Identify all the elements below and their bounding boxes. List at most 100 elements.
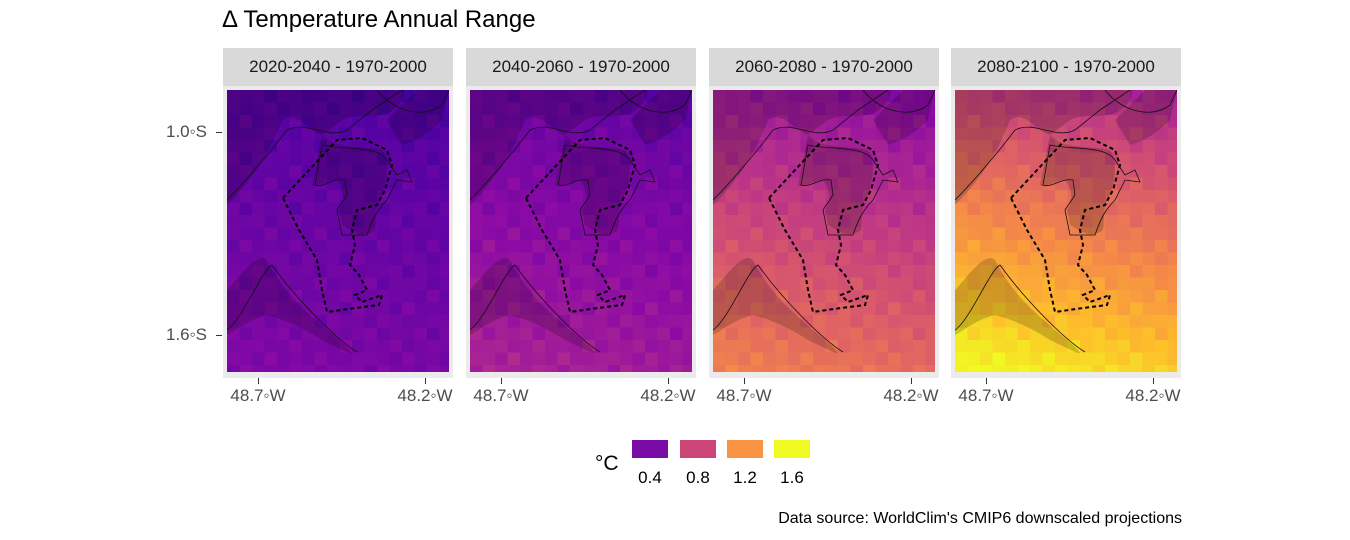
- raster-cell: [838, 90, 851, 103]
- raster-cell: [252, 340, 265, 353]
- raster-cell: [925, 190, 935, 203]
- raster-cell: [482, 365, 496, 372]
- raster-cell: [377, 165, 390, 178]
- raster-cell: [607, 277, 621, 291]
- raster-cell: [825, 102, 839, 116]
- raster-cell: [339, 90, 353, 103]
- raster-cell: [657, 202, 671, 216]
- raster-cell: [725, 240, 739, 253]
- raster-cell: [1117, 352, 1131, 366]
- raster-cell: [414, 265, 428, 278]
- raster-cell: [913, 177, 926, 191]
- raster-cell: [520, 265, 533, 278]
- raster-cell: [1055, 152, 1068, 166]
- raster-cell: [1167, 290, 1177, 303]
- raster-cell: [439, 302, 449, 316]
- raster-cell: [900, 140, 914, 153]
- raster-cell: [863, 365, 876, 372]
- raster-cell: [1030, 290, 1043, 303]
- raster-cell: [813, 315, 826, 328]
- raster-cell: [607, 152, 621, 166]
- raster-cell: [389, 90, 403, 103]
- raster-cell: [955, 115, 968, 128]
- raster-cell: [570, 340, 583, 353]
- raster-cell: [992, 315, 1006, 328]
- raster-cell: [252, 140, 265, 153]
- raster-cell: [925, 240, 935, 253]
- raster-cell: [1155, 315, 1168, 328]
- facet-strip-label: 2080-2100 - 1970-2000: [951, 48, 1181, 86]
- raster-cell: [1030, 277, 1043, 291]
- raster-cell: [863, 140, 876, 153]
- raster-cell: [645, 215, 658, 228]
- raster-cell: [470, 315, 483, 328]
- raster-cell: [1142, 140, 1156, 153]
- raster-cell: [302, 115, 315, 128]
- raster-cell: [645, 115, 658, 128]
- raster-cell: [364, 202, 378, 216]
- raster-cell: [414, 352, 428, 366]
- raster-cell: [850, 340, 864, 353]
- raster-cell: [427, 90, 440, 103]
- raster-cell: [470, 127, 483, 141]
- raster-cell: [1067, 340, 1081, 353]
- raster-cell: [645, 352, 658, 366]
- raster-cell: [252, 90, 265, 103]
- raster-cell: [850, 90, 864, 103]
- raster-cell: [557, 227, 571, 241]
- raster-cell: [289, 127, 303, 141]
- raster-cell: [352, 140, 365, 153]
- raster-cell: [1167, 127, 1177, 141]
- raster-cell: [850, 102, 864, 116]
- land-shading: [955, 90, 1177, 354]
- raster-cell: [264, 177, 278, 191]
- raster-cell: [1167, 202, 1177, 216]
- raster-cell: [495, 352, 508, 366]
- raster-cell: [800, 190, 814, 203]
- raster-cell: [495, 127, 508, 141]
- raster-cell: [657, 227, 671, 241]
- raster-cell: [763, 315, 776, 328]
- raster-cell: [670, 302, 683, 316]
- raster-cell: [992, 352, 1006, 366]
- raster-cell: [520, 277, 533, 291]
- raster-cell: [507, 165, 521, 178]
- raster-cell: [838, 352, 851, 366]
- raster-cell: [838, 227, 851, 241]
- raster-cell: [289, 265, 303, 278]
- raster-cell: [763, 140, 776, 153]
- raster-cell: [1130, 152, 1143, 166]
- raster-cell: [1167, 352, 1177, 366]
- raster-cell: [389, 365, 403, 372]
- raster-cell: [775, 277, 789, 291]
- raster-cell: [763, 202, 776, 216]
- raster-cell: [495, 240, 508, 253]
- raster-cell: [1155, 140, 1168, 153]
- raster-cell: [788, 365, 801, 372]
- raster-cell: [632, 215, 646, 228]
- raster-cell: [775, 265, 789, 278]
- raster-cell: [377, 252, 390, 266]
- raster-cell: [532, 102, 546, 116]
- raster-cell: [252, 177, 265, 191]
- raster-cell: [632, 152, 646, 166]
- raster-cell: [713, 152, 726, 166]
- raster-cell: [414, 190, 428, 203]
- raster-cell: [955, 127, 968, 141]
- raster-cell: [532, 177, 546, 191]
- raster-cell: [888, 90, 901, 103]
- raster-cell: [1017, 202, 1031, 216]
- raster-cell: [875, 352, 889, 366]
- raster-cell: [725, 190, 739, 203]
- raster-cell: [713, 252, 726, 266]
- raster-cell: [507, 152, 521, 166]
- raster-cell: [377, 277, 390, 291]
- raster-cell: [1067, 277, 1081, 291]
- raster-cell: [657, 215, 671, 228]
- raster-cell: [1030, 365, 1043, 372]
- raster-cell: [1167, 365, 1177, 372]
- raster-cell: [980, 265, 993, 278]
- raster-cell: [775, 327, 789, 341]
- raster-cell: [888, 352, 901, 366]
- raster-cell: [289, 177, 303, 191]
